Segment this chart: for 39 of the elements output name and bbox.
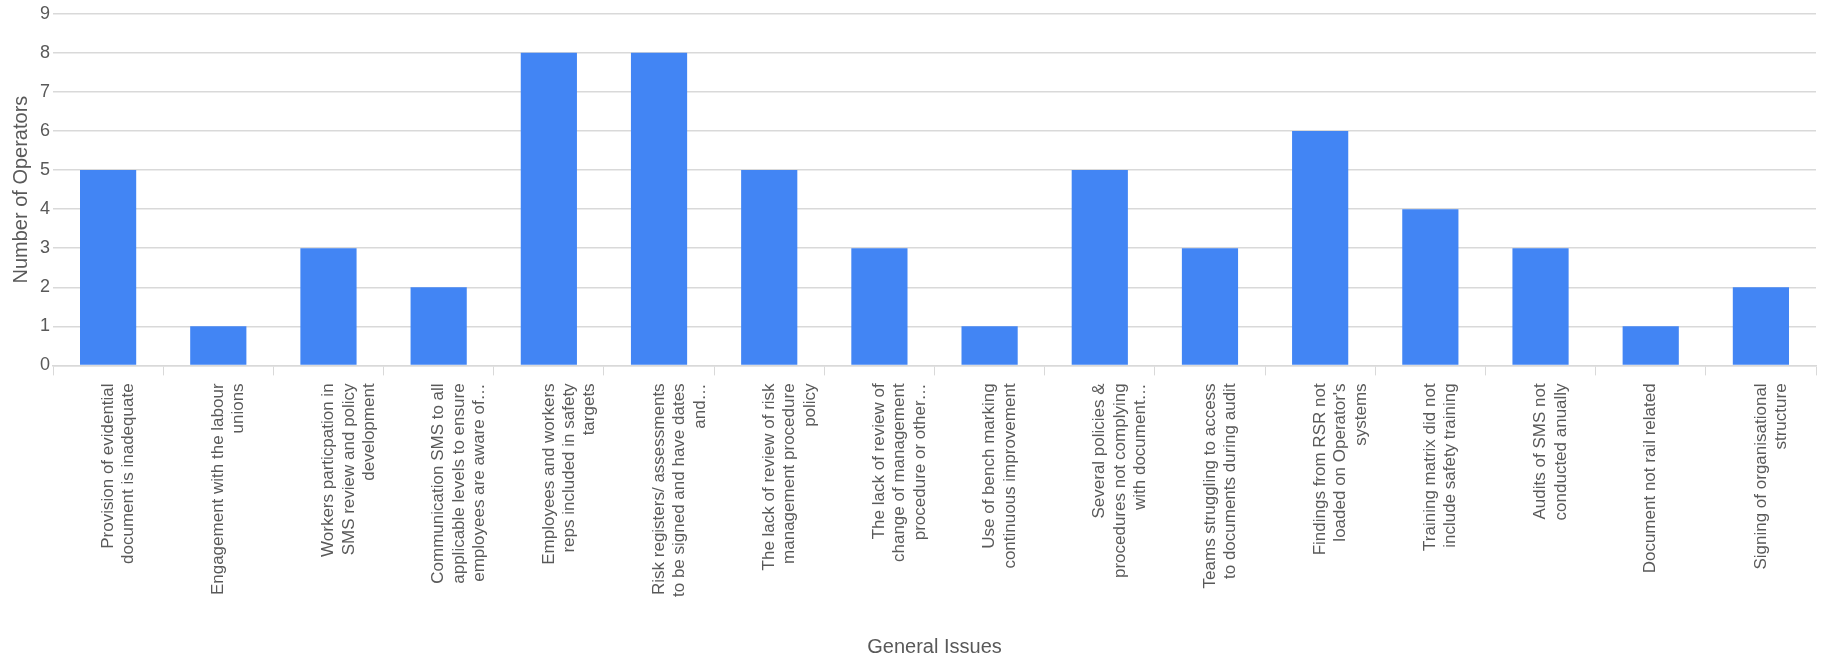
- bar: [1181, 248, 1239, 365]
- x-tick-label: Several policies & procedures not complying with document…: [1089, 382, 1150, 579]
- bar: [1512, 248, 1569, 365]
- bar: [410, 287, 467, 365]
- x-tick-label: Risk registers/ assessments to be signed and have dates and…: [648, 383, 709, 598]
- y-tick-label: 9: [40, 2, 51, 23]
- bar: [1071, 170, 1128, 365]
- bar: [630, 52, 688, 365]
- bar: [961, 326, 1018, 365]
- y-tick-label: 5: [40, 159, 51, 180]
- y-tick-label: 4: [40, 198, 51, 219]
- bar: [300, 248, 357, 365]
- bar: [851, 248, 908, 365]
- y-tick-label: 8: [40, 41, 51, 62]
- bar: [1402, 209, 1459, 365]
- bar: [1292, 131, 1349, 365]
- x-tick-label: The lack of review of risk management procedure policy: [758, 382, 819, 571]
- x-axis-title: General Issues: [867, 634, 1002, 657]
- x-tick-label: Document not rail related: [1640, 383, 1660, 574]
- y-tick-label: 6: [40, 119, 51, 140]
- x-tick-label: Employees and workers reps included in safety targets: [538, 382, 599, 565]
- x-tick-label: Engagement with the labour unions: [207, 383, 248, 596]
- bar: [190, 326, 247, 365]
- x-tick-label: Communication SMS to all applicable levels to ensure employees are aware of…: [428, 383, 489, 584]
- bar: [1732, 287, 1789, 365]
- x-tick-label: Findings from RSR not loaded on Operator's systems: [1309, 383, 1370, 556]
- y-tick-label: 0: [40, 354, 51, 375]
- x-tick-label: The lack of review of change of management procedure or other…: [869, 383, 929, 563]
- x-tick-label: Provision of evidential document is inadequate: [97, 383, 138, 564]
- y-tick-label: 2: [40, 276, 51, 297]
- bar: [520, 52, 577, 365]
- y-tick-label: 1: [40, 315, 51, 336]
- y-axis-title: Number of Operators: [8, 95, 31, 284]
- bar: [80, 170, 137, 365]
- bar: [741, 170, 798, 365]
- y-tick-label: 7: [40, 80, 51, 101]
- bar: [1622, 326, 1679, 365]
- y-tick-label: 3: [40, 237, 51, 258]
- x-tick-label: Signing of organisational structure: [1750, 383, 1790, 570]
